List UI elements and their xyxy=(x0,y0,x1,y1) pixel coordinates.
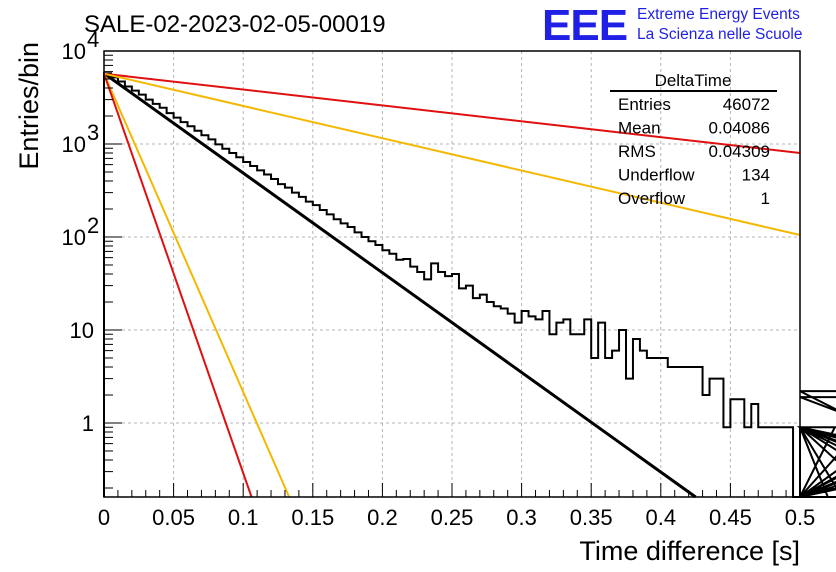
stats-row-value: 134 xyxy=(742,166,770,185)
stats-row-value: 1 xyxy=(761,189,770,208)
logo-line2: La Scienza nelle Scuole xyxy=(637,26,802,43)
y-tick-exponent: 4 xyxy=(87,27,99,52)
fit-line-1 xyxy=(103,72,697,499)
y-tick-label: 1 xyxy=(82,411,94,436)
stats-name: DeltaTime xyxy=(655,71,732,90)
x-tick-label: 0.5 xyxy=(785,505,816,530)
x-tick-label: 0.4 xyxy=(646,505,677,530)
logo-line1: Extreme Energy Events xyxy=(637,6,800,23)
fit-line-3 xyxy=(103,72,801,236)
x-axis: 0 0.05 0.1 0.15 0.2 0.25 0.3 0.35 0.4 0.45 0.5 xyxy=(98,483,815,530)
plot-area xyxy=(103,72,836,499)
stats-row-label: RMS xyxy=(618,142,656,161)
y-tick-label: 10 xyxy=(62,225,86,250)
x-axis-label: Time difference [s] xyxy=(579,536,800,566)
stats-row-label: Mean xyxy=(618,119,661,138)
histogram-outline xyxy=(103,72,836,498)
stats-row-label: Underflow xyxy=(618,166,695,185)
stats-row-value: 0.04309 xyxy=(709,142,770,161)
x-tick-label: 0.25 xyxy=(431,505,474,530)
x-tick-label: 0.2 xyxy=(367,505,398,530)
x-tick-label: 0.45 xyxy=(709,505,752,530)
x-tick-label: 0.35 xyxy=(570,505,613,530)
x-tick-label: 0.15 xyxy=(291,505,334,530)
y-tick-exponent: 3 xyxy=(87,120,99,145)
fit-line-2 xyxy=(103,72,801,155)
y-tick-label: 10 xyxy=(62,39,86,64)
x-tick-label: 0.1 xyxy=(228,505,259,530)
fit-line-4 xyxy=(103,73,291,498)
x-tick-label: 0 xyxy=(98,505,110,530)
stats-rows: Entries 46072 Mean 0.04086 RMS 0.04309 Underfl… xyxy=(618,95,770,208)
chart-title: SALE-02-2023-02-05-00019 xyxy=(84,11,386,38)
x-tick-label: 0.3 xyxy=(506,505,537,530)
stats-row-value: 46072 xyxy=(723,95,770,114)
stats-row-label: Entries xyxy=(618,95,671,114)
fit-line-5 xyxy=(103,73,253,498)
y-tick-exponent: 2 xyxy=(87,213,99,238)
y-tick-label: 10 xyxy=(70,318,94,343)
eee-logo: EEE Extreme Energy Events La Scienza nel… xyxy=(542,1,802,50)
stats-row-value: 0.04086 xyxy=(709,119,770,138)
stats-box: DeltaTime Entries 46072 Mean 0.04086 RMS 0.04… xyxy=(610,71,777,208)
y-axis-label: Entries/bin xyxy=(14,42,44,170)
stats-row-label: Overflow xyxy=(618,189,686,208)
logo-mark: EEE xyxy=(542,1,627,50)
y-tick-label: 10 xyxy=(62,132,86,157)
x-tick-label: 0.05 xyxy=(152,505,195,530)
